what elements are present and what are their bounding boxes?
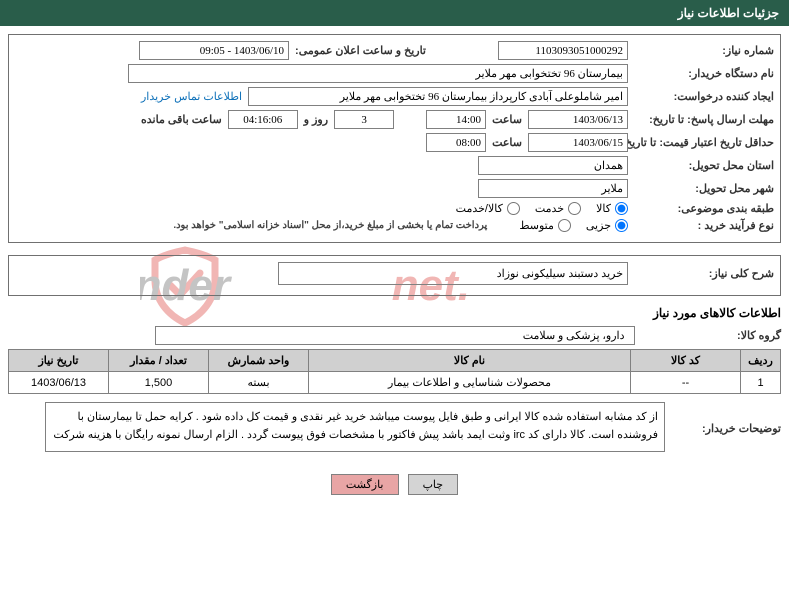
cell-row: 1 xyxy=(741,372,781,394)
response-time-field[interactable] xyxy=(426,110,486,129)
days-label: روز و xyxy=(304,113,328,126)
cell-date: 1403/06/13 xyxy=(9,372,109,394)
days-remaining-field[interactable] xyxy=(334,110,394,129)
time-label-2: ساعت xyxy=(492,136,522,149)
main-form-box: شماره نیاز: تاریخ و ساعت اعلان عمومی: نا… xyxy=(8,34,781,243)
th-unit: واحد شمارش xyxy=(209,350,309,372)
announce-datetime-label: تاریخ و ساعت اعلان عمومی: xyxy=(295,44,426,57)
cat-service-label: خدمت xyxy=(535,202,564,215)
delivery-province-label: استان محل تحویل: xyxy=(634,159,774,172)
th-code: کد کالا xyxy=(631,350,741,372)
description-section: شرح کلی نیاز: خرید دستبند سیلیکونی نوزاد xyxy=(8,255,781,296)
items-table: ردیف کد کالا نام کالا واحد شمارش تعداد /… xyxy=(8,349,781,394)
buyer-notes-box: از کد مشابه استفاده شده کالا ایرانی و طب… xyxy=(45,402,665,452)
purchase-type-radio-group: جزیی متوسط xyxy=(519,219,628,232)
category-radio-group: کالا خدمت کالا/خدمت xyxy=(456,202,628,215)
type-medium-label: متوسط xyxy=(519,219,554,232)
validity-time-field[interactable] xyxy=(426,133,486,152)
countdown-field[interactable] xyxy=(228,110,298,129)
response-deadline-label: مهلت ارسال پاسخ: تا تاریخ: xyxy=(634,113,774,126)
group-label: گروه کالا: xyxy=(641,329,781,342)
button-row: چاپ بازگشت xyxy=(0,474,789,503)
th-date: تاریخ نیاز xyxy=(9,350,109,372)
requester-field[interactable] xyxy=(248,87,628,106)
cell-unit: بسته xyxy=(209,372,309,394)
back-button[interactable]: بازگشت xyxy=(331,474,399,495)
type-small-radio[interactable] xyxy=(615,219,628,232)
th-qty: تعداد / مقدار xyxy=(109,350,209,372)
print-button[interactable]: چاپ xyxy=(408,474,459,495)
need-number-field[interactable] xyxy=(498,41,628,60)
cell-name: محصولات شناسایی و اطلاعات بیمار xyxy=(309,372,631,394)
remaining-label: ساعت باقی مانده xyxy=(141,113,222,126)
group-field[interactable] xyxy=(155,326,635,345)
page-header: جزئیات اطلاعات نیاز xyxy=(0,0,789,26)
description-text: خرید دستبند سیلیکونی نوزاد xyxy=(497,268,623,280)
requester-label: ایجاد کننده درخواست: xyxy=(634,90,774,103)
description-text-box: خرید دستبند سیلیکونی نوزاد xyxy=(278,262,628,285)
delivery-city-field[interactable] xyxy=(478,179,628,198)
items-section-title: اطلاعات کالاهای مورد نیاز xyxy=(8,306,781,320)
page-title: جزئیات اطلاعات نیاز xyxy=(678,6,779,20)
purchase-note: پرداخت تمام یا بخشی از مبلغ خرید،از محل … xyxy=(173,220,487,231)
validity-deadline-label: حداقل تاریخ اعتبار قیمت: تا تاریخ: xyxy=(634,136,774,149)
response-date-field[interactable] xyxy=(528,110,628,129)
table-row: 1 -- محصولات شناسایی و اطلاعات بیمار بست… xyxy=(9,372,781,394)
delivery-province-field[interactable] xyxy=(478,156,628,175)
category-label: طبقه بندی موضوعی: xyxy=(634,202,774,215)
cat-goods-service-label: کالا/خدمت xyxy=(456,202,503,215)
need-number-label: شماره نیاز: xyxy=(634,44,774,57)
time-label-1: ساعت xyxy=(492,113,522,126)
buyer-notes-text: از کد مشابه استفاده شده کالا ایرانی و طب… xyxy=(53,411,658,441)
description-title-label: شرح کلی نیاز: xyxy=(634,267,774,280)
announce-datetime-field[interactable] xyxy=(139,41,289,60)
cat-goods-service-radio[interactable] xyxy=(507,202,520,215)
cell-code: -- xyxy=(631,372,741,394)
th-row: ردیف xyxy=(741,350,781,372)
cat-goods-label: کالا xyxy=(596,202,611,215)
th-name: نام کالا xyxy=(309,350,631,372)
type-small-label: جزیی xyxy=(586,219,611,232)
type-medium-radio[interactable] xyxy=(558,219,571,232)
cat-service-radio[interactable] xyxy=(568,202,581,215)
buyer-notes-label: توضیحات خریدار: xyxy=(671,402,781,435)
cell-qty: 1,500 xyxy=(109,372,209,394)
buyer-contact-link[interactable]: اطلاعات تماس خریدار xyxy=(141,90,242,103)
delivery-city-label: شهر محل تحویل: xyxy=(634,182,774,195)
buyer-org-field[interactable] xyxy=(128,64,628,83)
buyer-org-label: نام دستگاه خریدار: xyxy=(634,67,774,80)
validity-date-field[interactable] xyxy=(528,133,628,152)
cat-goods-radio[interactable] xyxy=(615,202,628,215)
purchase-type-label: نوع فرآیند خرید : xyxy=(634,219,774,232)
